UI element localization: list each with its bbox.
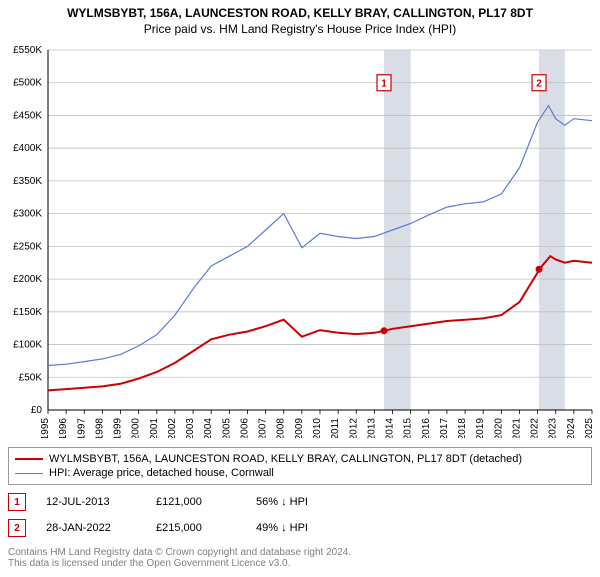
svg-text:1998: 1998 [94, 418, 105, 438]
sale-date: 12-JUL-2013 [46, 496, 136, 508]
legend: WYLMSBYBT, 156A, LAUNCESTON ROAD, KELLY … [8, 447, 592, 485]
sale-marker-icon: 1 [8, 493, 26, 511]
footer-line1: Contains HM Land Registry data © Crown c… [8, 547, 592, 558]
svg-text:2025: 2025 [584, 418, 595, 438]
svg-text:2003: 2003 [185, 418, 196, 438]
price-chart: £0 £50K £100K £150K £200K £250K £300K £350K £400… [0, 42, 600, 438]
svg-text:2021: 2021 [511, 418, 522, 438]
svg-text:2022: 2022 [530, 418, 541, 438]
svg-text:2002: 2002 [167, 418, 178, 438]
legend-item: HPI: Average price, detached house, Corn… [15, 466, 585, 480]
svg-text:£250K: £250K [13, 241, 42, 252]
svg-text:2000: 2000 [131, 418, 142, 438]
svg-text:£300K: £300K [13, 209, 42, 220]
svg-text:2011: 2011 [330, 418, 341, 438]
legend-label: WYLMSBYBT, 156A, LAUNCESTON ROAD, KELLY … [49, 453, 522, 465]
svg-text:£150K: £150K [13, 307, 42, 318]
legend-swatch [15, 458, 43, 460]
svg-text:£200K: £200K [13, 274, 42, 285]
svg-text:2001: 2001 [149, 418, 160, 438]
svg-text:£50K: £50K [19, 372, 43, 383]
svg-text:2004: 2004 [203, 418, 214, 438]
svg-text:2023: 2023 [548, 418, 559, 438]
sale-price: £215,000 [156, 522, 236, 534]
svg-text:£100K: £100K [13, 340, 42, 351]
legend-item: WYLMSBYBT, 156A, LAUNCESTON ROAD, KELLY … [15, 452, 585, 466]
svg-text:2013: 2013 [366, 418, 377, 438]
svg-text:2017: 2017 [439, 418, 450, 438]
svg-text:2012: 2012 [348, 418, 359, 438]
svg-text:1999: 1999 [113, 418, 124, 438]
sale-row: 1 12-JUL-2013 £121,000 56% ↓ HPI [8, 489, 592, 515]
sale-date: 28-JAN-2022 [46, 522, 136, 534]
svg-text:£400K: £400K [13, 143, 42, 154]
svg-text:2007: 2007 [258, 418, 269, 438]
svg-text:2008: 2008 [276, 418, 287, 438]
svg-text:2015: 2015 [403, 418, 414, 438]
footer-attribution: Contains HM Land Registry data © Crown c… [8, 547, 592, 569]
svg-text:2018: 2018 [457, 418, 468, 438]
chart-titles: WYLMSBYBT, 156A, LAUNCESTON ROAD, KELLY … [0, 0, 600, 42]
svg-text:£350K: £350K [13, 176, 42, 187]
title-subtitle: Price paid vs. HM Land Registry's House … [8, 22, 592, 36]
sale-marker-icon: 2 [8, 519, 26, 537]
svg-text:1997: 1997 [76, 418, 87, 438]
sale-diff: 49% ↓ HPI [256, 522, 356, 534]
legend-label: HPI: Average price, detached house, Corn… [49, 467, 274, 479]
svg-text:2024: 2024 [566, 418, 577, 438]
svg-text:2005: 2005 [221, 418, 232, 438]
svg-text:2020: 2020 [493, 418, 504, 438]
svg-text:2014: 2014 [385, 418, 396, 438]
svg-text:£500K: £500K [13, 78, 42, 89]
svg-text:£550K: £550K [13, 45, 42, 56]
svg-text:2016: 2016 [421, 418, 432, 438]
svg-text:£450K: £450K [13, 110, 42, 121]
svg-text:2010: 2010 [312, 418, 323, 438]
svg-text:1996: 1996 [58, 418, 69, 438]
svg-text:1: 1 [381, 79, 387, 90]
legend-swatch [15, 473, 43, 474]
svg-text:£0: £0 [31, 405, 43, 416]
sale-diff: 56% ↓ HPI [256, 496, 356, 508]
sale-row: 2 28-JAN-2022 £215,000 49% ↓ HPI [8, 515, 592, 541]
sale-price: £121,000 [156, 496, 236, 508]
svg-text:2019: 2019 [475, 418, 486, 438]
svg-text:2: 2 [536, 79, 542, 90]
sale-table: 1 12-JUL-2013 £121,000 56% ↓ HPI 2 28-JAN-202… [8, 489, 592, 541]
chart-container: £0 £50K £100K £150K £200K £250K £300K £350K £400… [0, 42, 600, 443]
title-address: WYLMSBYBT, 156A, LAUNCESTON ROAD, KELLY … [8, 6, 592, 20]
svg-text:2009: 2009 [294, 418, 305, 438]
svg-text:2006: 2006 [239, 418, 250, 438]
svg-text:1995: 1995 [40, 418, 51, 438]
